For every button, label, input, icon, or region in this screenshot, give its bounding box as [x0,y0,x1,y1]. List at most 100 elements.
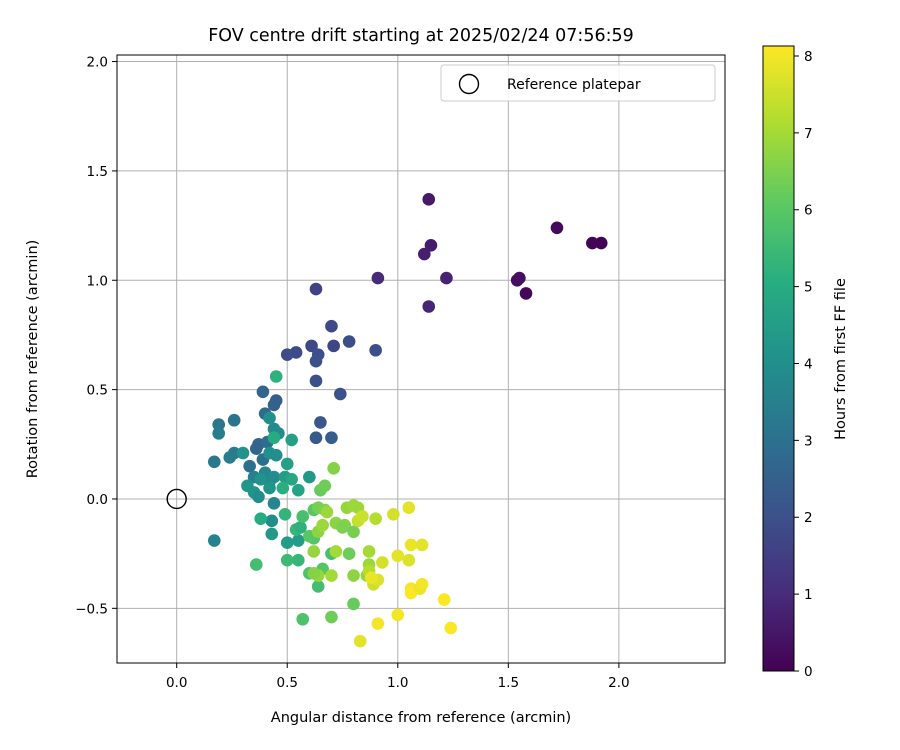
scatter-point [256,385,270,399]
scatter-point [318,479,332,493]
scatter-point [265,527,279,541]
scatter-point [303,470,316,484]
scatter-point [307,567,321,580]
colorbar-tick-label: 4 [804,356,813,372]
scatter-point [336,521,349,534]
colorbar-tick-label: 8 [804,49,813,65]
scatter-point [316,518,329,532]
legend-box [440,64,716,102]
scatter-point [285,472,298,486]
scatter-point [254,472,268,486]
x-tick-label: 0.0 [166,675,187,691]
scatter-point [391,549,405,563]
scatter-point [278,507,292,521]
scatter-point [320,505,334,519]
scatter-point [296,612,310,626]
scatter-point [376,556,389,569]
scatter-point [347,525,360,539]
scatter-point [296,510,310,523]
scatter-point [309,354,323,368]
y-tick-label: 0.0 [87,492,108,508]
scatter-point [586,236,599,250]
x-axis-ticks: 0.0 0.5 1.0 1.5 2.0 [166,663,630,691]
colorbar: 0 1 2 3 4 5 6 7 8 Hours from first FF file [762,45,849,680]
scatter-point [291,553,305,567]
colorbar-tick-label: 5 [804,280,813,296]
scatter-point [371,271,385,285]
scatter-point [519,287,533,300]
scatter-point [342,547,356,560]
scatter-point [371,617,385,630]
scatter-point [327,339,340,353]
legend: Reference platepar [440,64,716,102]
scatter-point [267,470,281,484]
scatter-point [513,271,526,285]
scatter-point [387,507,400,521]
scatter-point [342,335,356,348]
scatter-point [369,343,382,357]
scatter-point [347,597,360,611]
x-tick-label: 2.0 [608,675,629,691]
colorbar-label: Hours from first FF file [833,278,849,440]
scatter-point [353,634,367,648]
scatter-point [280,457,294,471]
scatter-point [269,448,283,462]
scatter-point [305,339,318,353]
legend-label: Reference platepar [507,77,641,93]
scatter-point [327,462,340,475]
y-tick-label: 1.5 [87,164,108,180]
scatter-point [594,236,608,250]
scatter-point [249,558,263,571]
scatter-point [418,247,431,261]
colorbar-tick-label: 1 [804,587,813,603]
colorbar-tick-label: 3 [804,433,813,449]
x-tick-label: 1.5 [498,675,519,691]
scatter-point [212,418,226,431]
chart-title: FOV centre drift starting at 2025/02/24 … [208,26,634,46]
scatter-point [362,545,376,558]
scatter-point [347,569,360,582]
scatter-point [402,501,416,515]
colorbar-tick-label: 2 [804,510,813,526]
scatter-point [437,593,451,606]
y-tick-label: −0.5 [75,601,108,617]
scatter-point [265,514,279,528]
y-tick-label: 2.0 [87,55,108,71]
scatter-point [227,413,241,427]
scatter-point [369,512,382,525]
scatter-point [356,510,369,523]
scatter-point [254,512,268,525]
scatter-point [334,387,347,401]
scatter-point [391,608,405,622]
legend-marker [458,73,480,95]
scatter-point [280,348,294,361]
scatter-point [267,398,281,412]
scatter-point [252,490,265,504]
scatter-point [291,483,305,497]
scatter-point [550,221,564,235]
grid-lines [117,55,725,663]
scatter-point [311,580,325,593]
scatter-point [309,431,323,445]
scatter-point [236,446,250,460]
scatter-point [325,569,338,582]
scatter-point [249,442,263,455]
scatter-point [263,411,276,425]
scatter-point [325,610,338,624]
scatter-point [325,431,338,445]
scatter-point [440,271,453,285]
scatter-point [424,238,438,252]
scatter-point [325,319,338,333]
scatter-point [329,545,343,558]
scatter-point [223,451,237,464]
scatter-point [294,521,307,534]
y-axis-ticks: −0.5 0.0 0.5 1.0 1.5 2.0 [75,55,117,617]
scatter-point [269,370,283,383]
scatter-point [422,193,436,206]
y-tick-label: 1.0 [87,273,108,289]
colorbar-tick-label: 7 [804,126,813,142]
scatter-point [364,571,378,585]
scatter-point [309,282,323,296]
scatter-point [444,621,458,635]
